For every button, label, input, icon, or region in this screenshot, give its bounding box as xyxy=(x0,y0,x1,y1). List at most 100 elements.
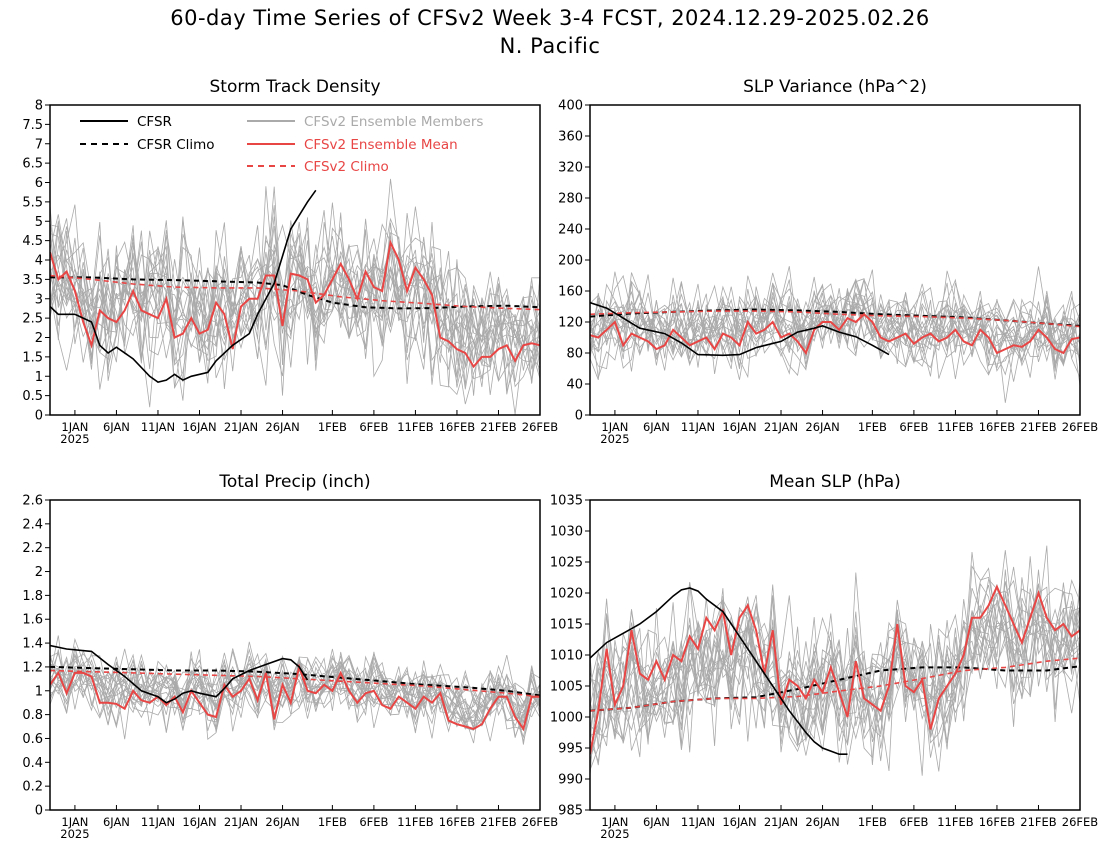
plot-area xyxy=(590,266,1080,403)
x-year-label: 2025 xyxy=(600,432,629,446)
plot-area xyxy=(50,635,540,745)
plot-area xyxy=(590,545,1080,776)
x-tick-label: 11JAN xyxy=(681,815,715,829)
x-tick-label: 21JAN xyxy=(224,815,258,829)
ensemble-member-line xyxy=(50,178,540,384)
y-tick-label: 1.2 xyxy=(22,660,43,675)
ensemble-mean-line xyxy=(590,584,1080,755)
y-tick-label: 40 xyxy=(566,378,583,393)
ensemble-member-line xyxy=(50,224,540,388)
x-tick-label: 6JAN xyxy=(103,420,130,434)
x-tick-label: 6FEB xyxy=(359,420,388,434)
ensemble-member-line xyxy=(590,282,1080,386)
chart-panel-1: Storm Track Density 0 0.5 1 1.5 2 2.5 3 3.5 4 4.5 5… xyxy=(22,77,558,446)
x-tick-label: 21FEB xyxy=(1020,815,1057,829)
y-tick-label: 240 xyxy=(558,223,583,238)
y-tick-label: 7.5 xyxy=(22,118,43,133)
ensemble-member-line xyxy=(590,605,1080,772)
legend-label: CFSv2 Climo xyxy=(304,159,389,175)
ensemble-member-line xyxy=(590,272,1080,380)
ensemble-member-line xyxy=(50,646,540,723)
y-tick-label: 80 xyxy=(566,347,583,362)
x-tick-label: 6JAN xyxy=(103,815,130,829)
y-tick-label: 1000 xyxy=(550,711,583,726)
y-tick-label: 985 xyxy=(558,804,583,819)
y-tick-label: 120 xyxy=(558,316,583,331)
x-tick-label: 11JAN xyxy=(141,815,175,829)
chart-panel-3: Total Precip (inch) 0 0.2 0.4 0.6 0.8 1 1.2 1.4 1… xyxy=(22,472,558,841)
panel-title: Total Precip (inch) xyxy=(218,472,370,492)
x-tick-label: 11JAN xyxy=(681,420,715,434)
panel-title: Storm Track Density xyxy=(209,77,380,97)
x-tick-label: 26FEB xyxy=(1062,815,1099,829)
x-tick-label: 11JAN xyxy=(141,420,175,434)
x-tick-label: 16FEB xyxy=(979,420,1016,434)
y-tick-label: 1.6 xyxy=(22,613,43,628)
x-tick-label: 11FEB xyxy=(937,815,974,829)
x-year-label: 2025 xyxy=(60,827,89,841)
y-tick-label: 0 xyxy=(35,804,43,819)
y-tick-label: 6.5 xyxy=(22,157,43,172)
y-tick-label: 7 xyxy=(35,137,43,152)
y-tick-label: 0.5 xyxy=(22,389,43,404)
x-tick-label: 21JAN xyxy=(764,420,798,434)
panel-title: Mean SLP (hPa) xyxy=(769,472,901,492)
x-tick-label: 26FEB xyxy=(522,815,559,829)
cfsr-line xyxy=(590,587,848,756)
cfsr-line xyxy=(50,189,317,383)
panel-frame xyxy=(49,104,541,416)
x-tick-label: 6JAN xyxy=(643,815,670,829)
figure-subtitle: N. Pacific xyxy=(499,34,601,58)
chart-panel-4: Mean SLP (hPa) 985 990 995 1000 1005 1010 1015 1… xyxy=(550,472,1098,841)
ensemble-member-line xyxy=(590,270,1080,361)
y-tick-label: 1015 xyxy=(550,618,583,633)
x-tick-label: 21FEB xyxy=(480,815,517,829)
y-tick-label: 5 xyxy=(35,215,43,230)
x-tick-label: 16JAN xyxy=(182,815,216,829)
x-year-label: 2025 xyxy=(600,827,629,841)
y-tick-label: 320 xyxy=(558,161,583,176)
y-tick-label: 5.5 xyxy=(22,195,43,210)
cfsr-climo-line xyxy=(50,665,540,697)
y-tick-label: 1.8 xyxy=(22,589,43,604)
x-tick-label: 16FEB xyxy=(439,420,476,434)
x-tick-label: 6FEB xyxy=(359,815,388,829)
y-tick-label: 1.5 xyxy=(22,350,43,365)
panel-frame xyxy=(49,499,541,811)
y-tick-label: 360 xyxy=(558,130,583,145)
x-tick-label: 6JAN xyxy=(643,420,670,434)
x-tick-label: 26FEB xyxy=(522,420,559,434)
y-tick-label: 0 xyxy=(35,409,43,424)
ensemble-member-line xyxy=(590,283,1080,380)
y-tick-label: 4 xyxy=(35,254,43,269)
ensemble-member-line xyxy=(590,565,1080,740)
ensemble-mean-line xyxy=(590,312,1080,356)
y-tick-label: 400 xyxy=(558,99,583,114)
chart-panel-2: SLP Variance (hPa^2) 0 40 80 120 160 200 240 280… xyxy=(558,77,1098,446)
cfsr-line xyxy=(590,301,890,357)
ensemble-member-line xyxy=(50,222,540,396)
y-tick-label: 1.4 xyxy=(22,637,43,652)
ensemble-member-line xyxy=(590,271,1080,364)
x-tick-label: 1FEB xyxy=(318,815,347,829)
x-tick-label: 1JAN xyxy=(61,815,88,829)
y-tick-label: 2.6 xyxy=(22,494,43,509)
x-tick-label: 1JAN xyxy=(601,420,628,434)
legend-label: CFSR xyxy=(137,114,172,130)
x-tick-label: 21JAN xyxy=(764,815,798,829)
y-tick-label: 2 xyxy=(35,331,43,346)
legend-label: CFSv2 Ensemble Members xyxy=(304,114,483,130)
x-tick-label: 26JAN xyxy=(805,815,839,829)
plot-area xyxy=(50,178,540,415)
panel-frame xyxy=(589,104,1081,416)
x-tick-label: 16JAN xyxy=(182,420,216,434)
y-tick-label: 160 xyxy=(558,285,583,300)
x-tick-label: 16JAN xyxy=(722,420,756,434)
x-tick-label: 1JAN xyxy=(601,815,628,829)
y-tick-label: 0.2 xyxy=(22,780,43,795)
y-tick-label: 4.5 xyxy=(22,234,43,249)
x-tick-label: 26FEB xyxy=(1062,420,1099,434)
y-tick-label: 2.2 xyxy=(22,541,43,556)
y-tick-label: 990 xyxy=(558,773,583,788)
